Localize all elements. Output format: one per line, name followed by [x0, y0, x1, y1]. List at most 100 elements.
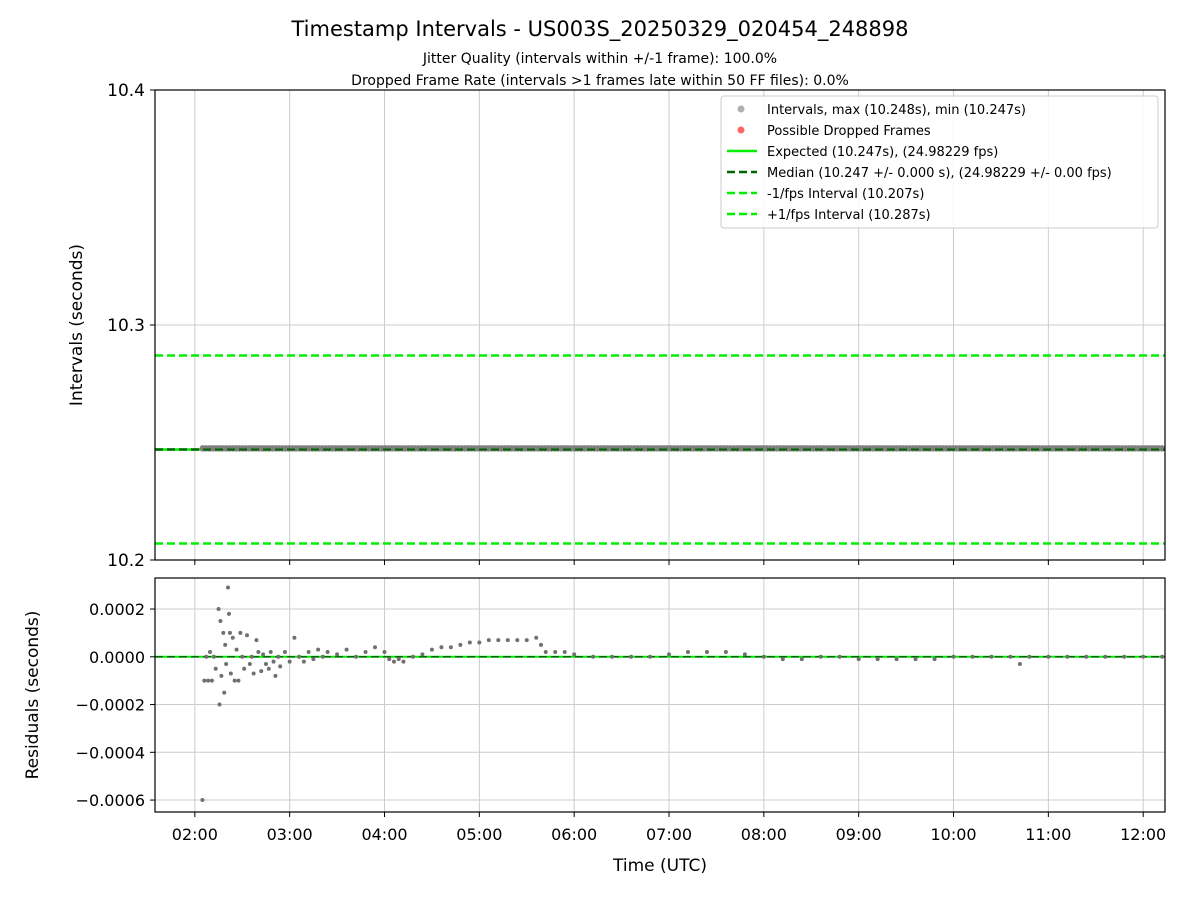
residual-point	[254, 638, 259, 643]
residual-point	[202, 678, 207, 683]
residual-point	[276, 654, 281, 659]
residual-point	[742, 652, 747, 657]
residual-point	[209, 678, 214, 683]
residuals-y-tick-label: −0.0006	[76, 791, 145, 810]
residual-point	[236, 678, 241, 683]
residuals-x-ticks: 02:00 03:00 04:00 05:00 06:00 07:00 08:00 09:00…	[172, 812, 1166, 844]
chart-subtitle-jitter: Jitter Quality (intervals within +/-1 fr…	[422, 51, 777, 67]
residuals-y-axis-label: Residuals (seconds)	[23, 611, 43, 780]
residual-point	[761, 654, 766, 659]
residual-point	[553, 650, 558, 655]
residual-point	[420, 652, 425, 657]
residuals-axes-frame	[154, 577, 1166, 813]
residual-point	[1008, 654, 1013, 659]
residual-point	[242, 666, 247, 671]
residual-point	[458, 642, 463, 647]
residual-point	[263, 661, 268, 666]
residual-point	[648, 654, 653, 659]
residual-point	[268, 650, 273, 655]
residual-point	[837, 654, 842, 659]
residual-point	[234, 647, 239, 652]
residual-point	[562, 650, 567, 655]
x-tick-label: 11:00	[1025, 825, 1071, 844]
residual-point	[913, 657, 918, 662]
residual-point	[856, 657, 861, 662]
intervals-panel: 10.2 10.3 10.4 Intervals (seconds) Interva…	[67, 81, 1166, 571]
residual-point	[1141, 654, 1146, 659]
intervals-y-axis-label: Intervals (seconds)	[67, 244, 87, 406]
residual-point	[208, 650, 213, 655]
residual-point	[316, 647, 321, 652]
residual-point	[429, 647, 434, 652]
residual-point	[373, 645, 378, 650]
residual-point	[387, 657, 392, 662]
residual-point	[780, 657, 785, 662]
residual-point	[218, 618, 223, 623]
residual-point	[228, 671, 233, 676]
x-tick-label: 06:00	[551, 825, 597, 844]
residual-point	[273, 673, 278, 678]
residual-point	[244, 633, 249, 638]
x-tick-label: 09:00	[836, 825, 882, 844]
residual-point	[282, 650, 287, 655]
residual-point	[292, 635, 297, 640]
residual-point	[667, 652, 672, 657]
residual-point	[232, 678, 237, 683]
residual-point	[325, 650, 330, 655]
legend-marker-dropped	[737, 126, 745, 134]
residual-point	[226, 611, 231, 616]
residual-point	[227, 630, 232, 635]
residual-point	[217, 702, 222, 707]
residual-point	[486, 638, 491, 643]
legend-label-expected: Expected (10.247s), (24.98229 fps)	[767, 145, 998, 160]
residual-point	[223, 642, 228, 647]
residual-point	[271, 659, 276, 664]
residual-point	[251, 671, 256, 676]
residual-point	[629, 654, 634, 659]
residual-point	[970, 654, 975, 659]
x-tick-label: 10:00	[930, 825, 976, 844]
residual-point	[951, 654, 956, 659]
residual-point	[723, 650, 728, 655]
residual-point	[799, 657, 804, 662]
x-tick-label: 05:00	[456, 825, 502, 844]
residual-point	[685, 650, 690, 655]
residual-point	[221, 630, 226, 635]
residual-point	[932, 657, 937, 662]
residual-point	[1046, 654, 1051, 659]
residual-point	[477, 640, 482, 645]
legend-marker-intervals	[737, 105, 745, 113]
residual-point	[894, 657, 899, 662]
residual-point	[259, 669, 264, 674]
residual-point	[543, 650, 548, 655]
residual-point	[1065, 654, 1070, 659]
residual-point	[301, 659, 306, 664]
residual-point	[211, 654, 216, 659]
x-tick-label: 08:00	[741, 825, 787, 844]
x-tick-label: 04:00	[361, 825, 407, 844]
residuals-y-ticks: 0.0002 0.0000 −0.0002 −0.0004 −0.0006	[76, 600, 155, 810]
residual-point	[344, 647, 349, 652]
residual-point	[219, 673, 224, 678]
residual-point	[256, 650, 261, 655]
residual-point	[989, 654, 994, 659]
residual-point	[363, 650, 368, 655]
residual-point	[200, 798, 205, 803]
residual-point	[1103, 654, 1108, 659]
residual-point	[396, 657, 401, 662]
legend: Intervals, max (10.248s), min (10.247s) …	[720, 95, 1159, 229]
residual-point	[1027, 654, 1032, 659]
legend-label-plus-fps: +1/fps Interval (10.287s)	[767, 208, 931, 223]
residual-point	[515, 638, 520, 643]
chart-title: Timestamp Intervals - US003S_20250329_02…	[290, 17, 908, 42]
residual-point	[467, 640, 472, 645]
residual-point	[1122, 654, 1127, 659]
residual-point	[591, 654, 596, 659]
residuals-y-tick-label: −0.0002	[76, 696, 145, 715]
residual-point	[266, 666, 271, 671]
residual-point	[335, 652, 340, 657]
residual-point	[306, 650, 311, 655]
residual-point	[401, 659, 406, 664]
